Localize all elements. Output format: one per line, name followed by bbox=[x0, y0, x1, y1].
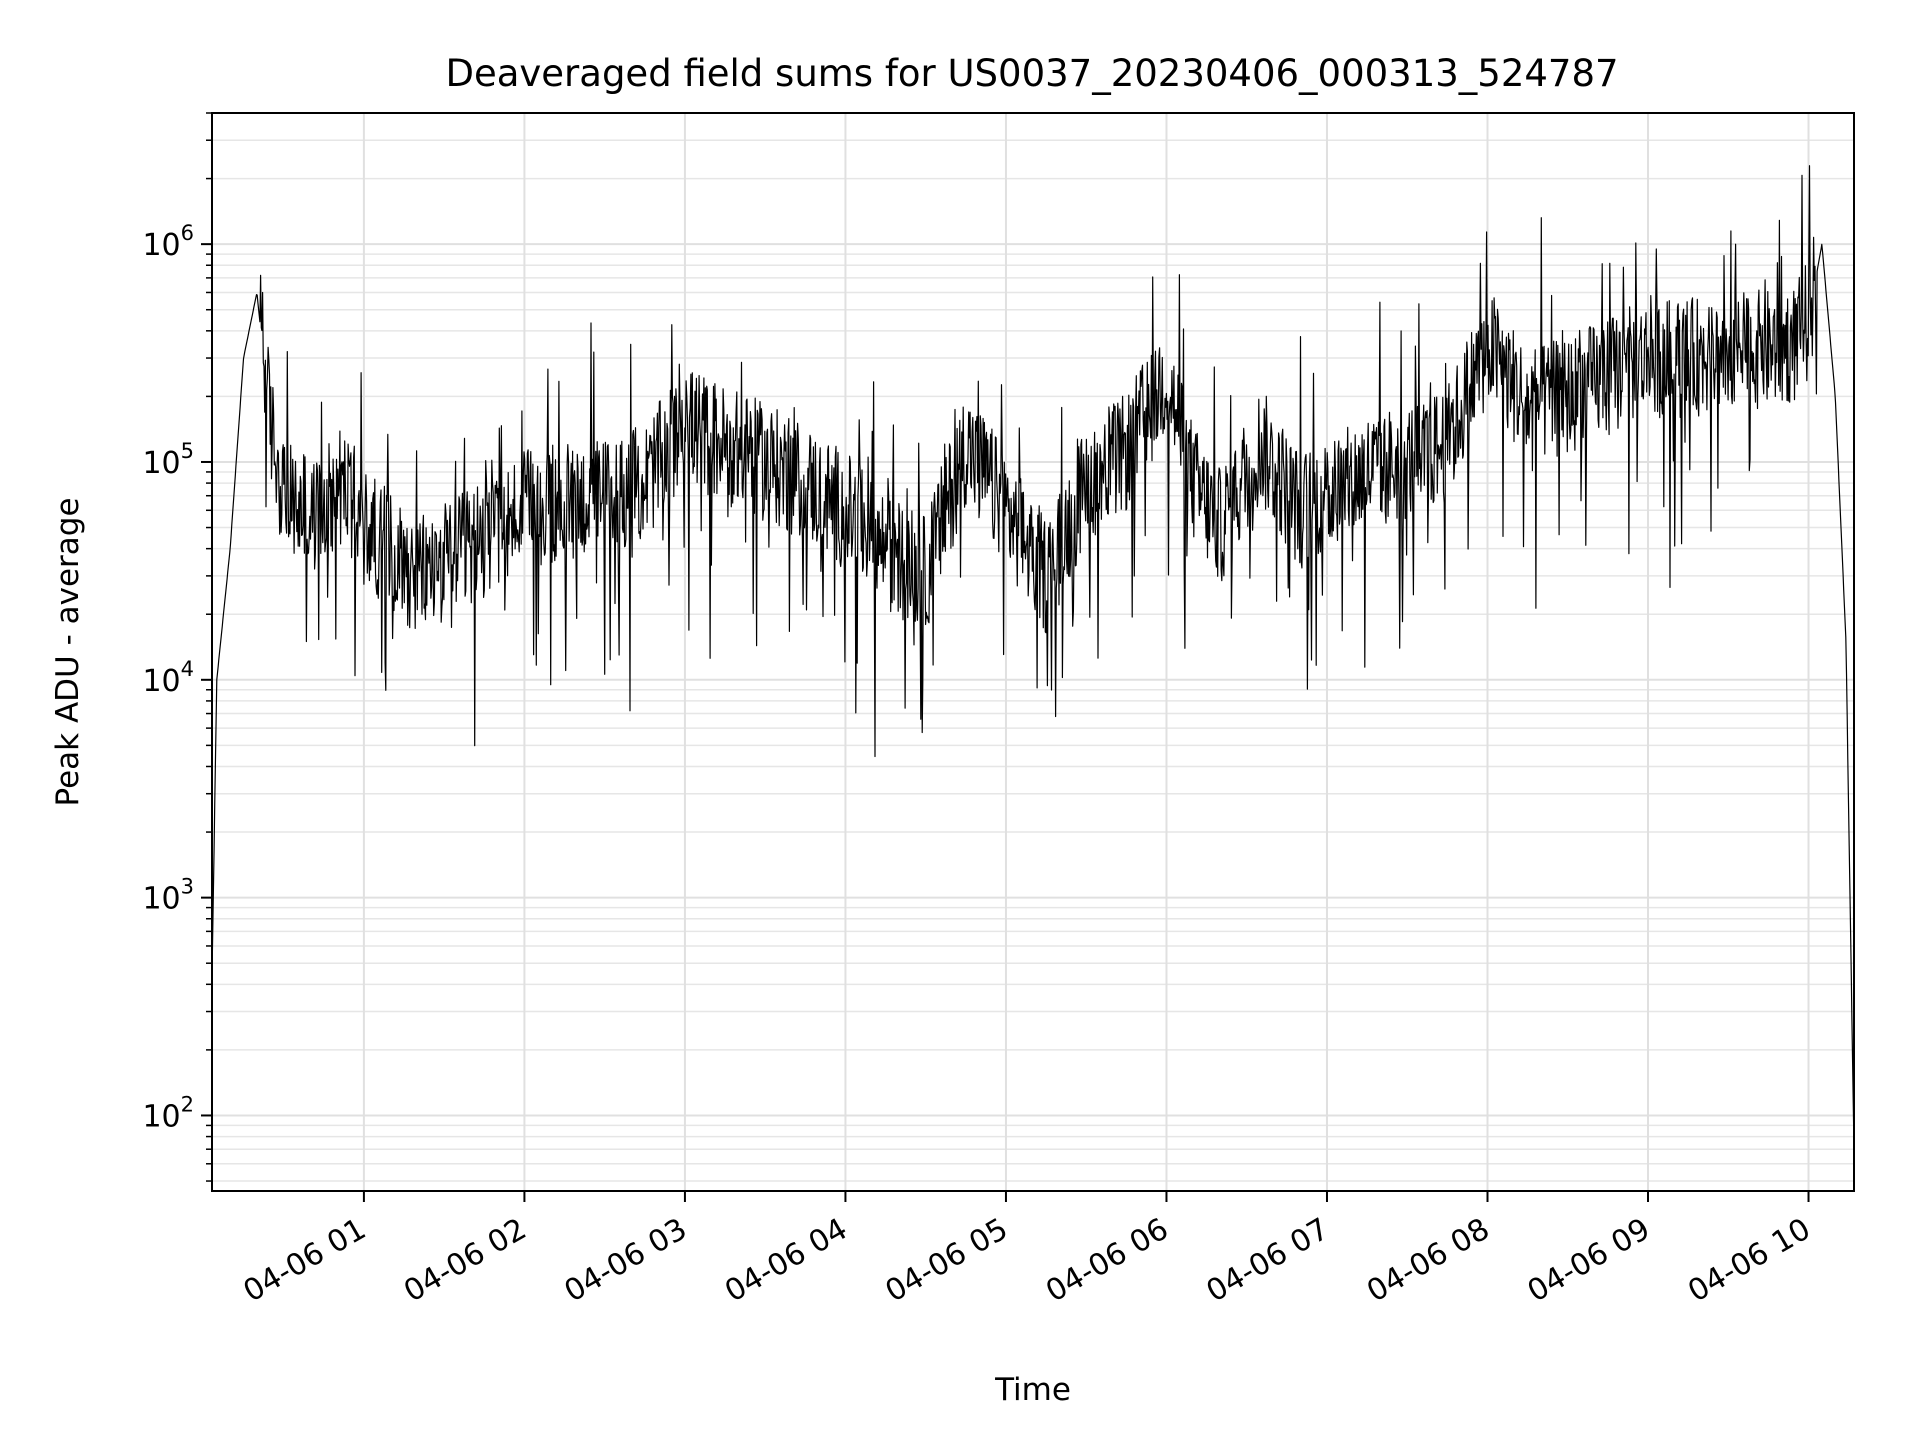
y-tick-label: 103 bbox=[142, 875, 194, 917]
y-axis-label: Peak ADU - average bbox=[50, 497, 86, 806]
y-tick-label: 102 bbox=[142, 1092, 194, 1134]
chart-title: Deaveraged field sums for US0037_2023040… bbox=[445, 52, 1618, 95]
series-layer bbox=[211, 165, 1855, 1150]
x-axis-label: Time bbox=[994, 1372, 1071, 1408]
plot-frame bbox=[211, 112, 1855, 1192]
y-tick-label: 106 bbox=[142, 221, 194, 263]
y-axis: 102 103 104 105 106 bbox=[142, 112, 212, 1182]
y-tick-label: 105 bbox=[142, 439, 194, 481]
y-tick-label: 104 bbox=[142, 657, 194, 699]
series-line bbox=[211, 165, 1855, 1150]
